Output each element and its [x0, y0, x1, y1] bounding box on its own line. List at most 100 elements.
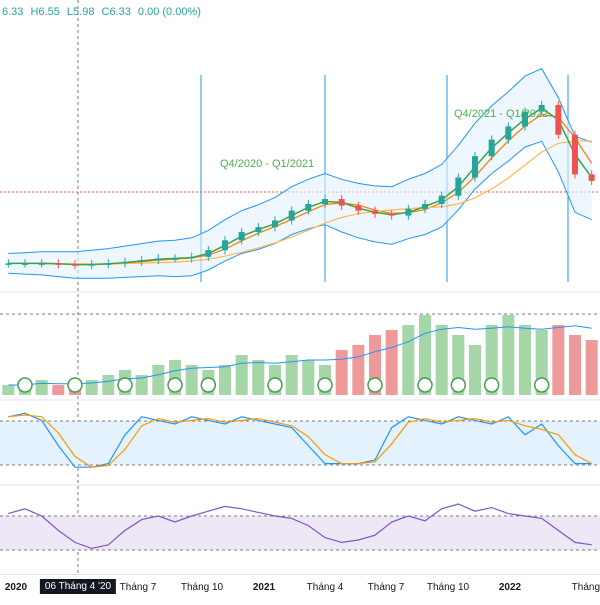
candle-body: [472, 156, 478, 178]
candle-body: [72, 264, 78, 266]
candle-body: [255, 227, 262, 233]
candle-body: [322, 199, 328, 204]
candle-body: [88, 264, 95, 266]
candle-body: [5, 263, 12, 265]
x-axis: 2020 06 Tháng 4 '20 Tháng 7 Tháng 10 202…: [0, 574, 600, 601]
rsi-band: [0, 516, 600, 550]
x-tick-thang10-2021: Tháng 10: [426, 582, 470, 593]
candle-body: [388, 213, 395, 216]
candle-body: [555, 105, 562, 135]
volume-bar: [35, 380, 48, 395]
volume-bar: [485, 325, 498, 395]
candle-body: [238, 232, 245, 241]
volume-bar: [569, 335, 581, 395]
x-tick-cursor-date: 06 Tháng 4 '20: [39, 579, 117, 594]
candle-body: [422, 204, 428, 209]
volume-bar: [185, 365, 198, 395]
event-marker: [317, 377, 333, 393]
x-tick-2021: 2021: [252, 582, 276, 593]
candle-body: [155, 258, 162, 261]
event-marker: [117, 377, 133, 393]
ohlc-low: L5.98: [66, 6, 95, 18]
x-tick-2022: 2022: [498, 582, 522, 593]
volume-bar: [352, 345, 365, 395]
candle-body: [405, 208, 412, 216]
volume-ma-line: [8, 325, 592, 386]
volume-bar: [85, 380, 98, 395]
candle-body: [138, 260, 145, 262]
candle-body: [455, 177, 462, 196]
event-marker: [267, 377, 283, 393]
volume-bar: [469, 345, 481, 395]
candle-body: [372, 210, 378, 214]
event-marker: [167, 377, 183, 393]
volume-bar: [285, 355, 298, 395]
volume-bar: [235, 355, 248, 395]
candle-body: [488, 139, 495, 157]
candle-body: [22, 263, 28, 265]
ohlc-open: 6.33: [2, 6, 24, 18]
candle-body: [222, 240, 228, 251]
candle-body: [305, 204, 312, 211]
ohlc-close: C6.33: [101, 6, 131, 18]
volume-bar: [585, 340, 598, 395]
event-marker: [483, 377, 500, 393]
x-tick-thang7-2020: Tháng 7: [119, 582, 157, 593]
bollinger-upper: [8, 68, 592, 254]
volume-bar: [302, 360, 315, 395]
candle-body: [355, 205, 362, 211]
volume-bar: [402, 325, 415, 395]
candle-body: [272, 220, 278, 228]
volume-bar: [2, 385, 15, 395]
candle-body: [188, 256, 195, 259]
volume-bar: [219, 365, 231, 395]
candle-body: [505, 126, 512, 140]
event-marker: [450, 377, 467, 393]
candle-body: [105, 263, 112, 265]
stoch-k-line: [8, 412, 592, 468]
candle-body: [288, 210, 295, 221]
volume-bar: [252, 360, 265, 395]
event-marker: [367, 377, 383, 393]
volume-bar: [519, 325, 531, 395]
ohlc-high: H6.55: [30, 6, 60, 18]
candle-body: [55, 263, 62, 265]
volume-bar: [552, 325, 565, 395]
volume-bar: [52, 385, 65, 395]
ohlc-change: 0.00 (0.00%): [137, 6, 201, 18]
candle-body: [438, 195, 445, 204]
volume-bar: [385, 330, 398, 395]
volume-bar: [502, 315, 515, 395]
volume-bar: [335, 350, 348, 395]
x-tick-thang10-2020: Tháng 10: [180, 582, 224, 593]
annotation-q4-2020: Q4/2020 - Q1/2021: [220, 158, 315, 170]
x-tick-2020: 2020: [4, 582, 28, 593]
volume-bar: [152, 365, 165, 395]
candle-body: [538, 105, 545, 112]
stoch-d-line: [8, 414, 592, 468]
x-tick-thang7-2021: Tháng 7: [367, 582, 405, 593]
candle-body: [522, 111, 528, 127]
candle-body: [588, 174, 595, 181]
event-marker: [417, 377, 433, 393]
annotation-q4-2021: Q4/2021 - Q1/2022: [454, 108, 549, 120]
candle-body: [122, 261, 128, 264]
stoch-band: [0, 421, 600, 465]
event-marker: [17, 377, 33, 393]
x-tick-thang5-2022: Tháng 5: [571, 582, 600, 593]
event-marker: [533, 377, 550, 393]
ohlc-legend: 6.33 H6.55 L5.98 C6.33 0.00 (0.00%): [2, 6, 205, 18]
event-marker: [200, 377, 217, 393]
candle-body: [172, 258, 178, 260]
candle-body: [338, 199, 345, 206]
volume-bar: [435, 325, 448, 395]
candle-body: [205, 250, 212, 257]
volume-bar: [135, 375, 148, 395]
volume-bar: [102, 375, 115, 395]
x-tick-thang4-2021: Tháng 4: [306, 582, 344, 593]
bollinger-fill: [8, 68, 592, 279]
bollinger-lower: [8, 140, 592, 279]
candle-body: [38, 263, 45, 265]
